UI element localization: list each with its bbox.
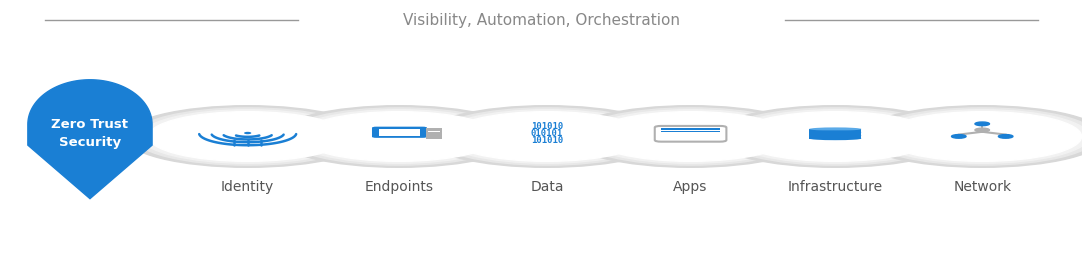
Circle shape — [975, 128, 990, 132]
Circle shape — [423, 106, 670, 167]
Text: 010101: 010101 — [531, 129, 563, 138]
Text: Endpoints: Endpoints — [364, 180, 433, 194]
Circle shape — [440, 110, 654, 163]
Circle shape — [859, 106, 1083, 167]
Text: 101010: 101010 — [531, 136, 563, 145]
Circle shape — [736, 112, 935, 161]
Circle shape — [148, 112, 347, 161]
Circle shape — [276, 106, 522, 167]
Text: Apps: Apps — [674, 180, 708, 194]
Ellipse shape — [809, 127, 861, 131]
Circle shape — [952, 135, 966, 138]
Circle shape — [875, 110, 1083, 163]
Circle shape — [591, 112, 790, 161]
Text: Visibility, Automation, Orchestration: Visibility, Automation, Orchestration — [403, 13, 680, 28]
Text: 101010: 101010 — [531, 123, 563, 132]
Circle shape — [883, 112, 1082, 161]
Circle shape — [447, 112, 647, 161]
Circle shape — [975, 122, 990, 126]
Circle shape — [867, 108, 1083, 165]
Circle shape — [125, 106, 370, 167]
Text: Infrastructure: Infrastructure — [787, 180, 883, 194]
Circle shape — [999, 135, 1013, 138]
Bar — [662, 130, 720, 132]
Circle shape — [721, 108, 950, 165]
Circle shape — [729, 110, 942, 163]
Bar — [809, 129, 861, 139]
Circle shape — [292, 110, 506, 163]
Polygon shape — [28, 80, 152, 199]
Bar — [379, 129, 419, 136]
Circle shape — [141, 110, 354, 163]
Circle shape — [432, 108, 662, 165]
Circle shape — [584, 110, 797, 163]
Text: Identity: Identity — [221, 180, 274, 194]
Circle shape — [713, 106, 958, 167]
FancyBboxPatch shape — [655, 126, 727, 142]
Ellipse shape — [809, 134, 861, 137]
Text: Data: Data — [531, 180, 563, 194]
FancyBboxPatch shape — [371, 127, 427, 138]
Circle shape — [285, 108, 513, 165]
Circle shape — [576, 108, 805, 165]
Circle shape — [567, 106, 813, 167]
Circle shape — [133, 108, 362, 165]
Circle shape — [300, 112, 498, 161]
Bar — [428, 131, 440, 132]
Ellipse shape — [809, 137, 861, 140]
Text: Network: Network — [953, 180, 1012, 194]
Ellipse shape — [244, 132, 251, 134]
Text: Zero Trust
Security: Zero Trust Security — [52, 118, 129, 149]
Ellipse shape — [809, 130, 861, 134]
Bar — [662, 127, 720, 130]
Bar — [426, 127, 442, 139]
